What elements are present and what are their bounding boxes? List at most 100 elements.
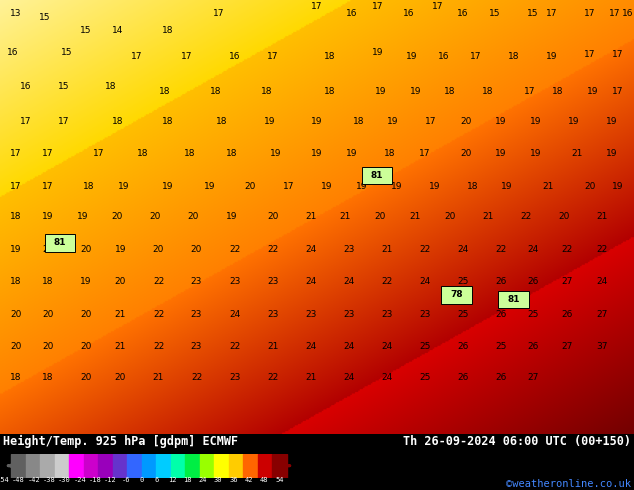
Text: 54: 54 — [275, 477, 283, 484]
Text: Height/Temp. 925 hPa [gdpm] ECMWF: Height/Temp. 925 hPa [gdpm] ECMWF — [3, 435, 238, 448]
Text: 23: 23 — [343, 245, 354, 254]
Text: 17: 17 — [42, 149, 53, 158]
Text: 21: 21 — [543, 182, 554, 191]
Bar — [11, 454, 26, 478]
Text: 25: 25 — [419, 343, 430, 351]
Text: 18: 18 — [183, 477, 191, 484]
Text: -42: -42 — [27, 477, 40, 484]
Text: 17: 17 — [612, 49, 624, 59]
Text: 25: 25 — [457, 310, 469, 319]
Text: 17: 17 — [10, 182, 22, 191]
Text: 19: 19 — [612, 182, 624, 191]
Text: 19: 19 — [204, 182, 215, 191]
Text: 25: 25 — [419, 373, 430, 382]
Text: 19: 19 — [270, 149, 281, 158]
Text: 24: 24 — [305, 343, 316, 351]
Text: 18: 18 — [324, 87, 335, 96]
Text: 23: 23 — [229, 277, 240, 286]
Text: 20: 20 — [375, 212, 386, 221]
Text: 20: 20 — [188, 212, 199, 221]
Text: 17: 17 — [609, 8, 621, 18]
Bar — [200, 454, 214, 478]
Text: 24: 24 — [229, 310, 240, 319]
Text: 26: 26 — [495, 373, 507, 382]
Text: 22: 22 — [562, 245, 573, 254]
Text: 19: 19 — [42, 212, 53, 221]
Bar — [127, 454, 142, 478]
Text: 24: 24 — [343, 373, 354, 382]
Bar — [156, 454, 171, 478]
Text: 22: 22 — [229, 245, 240, 254]
Text: -24: -24 — [74, 477, 86, 484]
Text: 16: 16 — [229, 52, 240, 61]
Text: 16: 16 — [622, 8, 633, 18]
Text: 24: 24 — [343, 343, 354, 351]
Text: 18: 18 — [42, 373, 53, 382]
Text: 16: 16 — [403, 8, 415, 18]
Text: 19: 19 — [264, 117, 275, 126]
Text: 26: 26 — [562, 310, 573, 319]
Text: 20: 20 — [42, 245, 53, 254]
Bar — [257, 454, 272, 478]
Text: 20: 20 — [460, 149, 472, 158]
Bar — [272, 454, 287, 478]
FancyBboxPatch shape — [45, 234, 75, 251]
Text: 20: 20 — [80, 373, 91, 382]
Text: 25: 25 — [457, 277, 469, 286]
Text: 19: 19 — [77, 212, 88, 221]
Text: 18: 18 — [162, 117, 174, 126]
Bar — [113, 454, 127, 478]
Text: 25: 25 — [495, 343, 507, 351]
Text: 20: 20 — [267, 212, 278, 221]
Text: 19: 19 — [10, 245, 22, 254]
Text: 17: 17 — [311, 2, 323, 11]
Text: 15: 15 — [39, 13, 50, 22]
Text: 16: 16 — [346, 8, 358, 18]
Text: -12: -12 — [104, 477, 117, 484]
Bar — [69, 454, 84, 478]
Bar — [243, 454, 257, 478]
Text: 23: 23 — [229, 373, 240, 382]
Text: 27: 27 — [597, 310, 608, 319]
Bar — [55, 454, 69, 478]
Text: 19: 19 — [391, 182, 402, 191]
Text: 21: 21 — [482, 212, 494, 221]
Text: 17: 17 — [470, 52, 481, 61]
Text: 36: 36 — [229, 477, 238, 484]
Text: 24: 24 — [381, 373, 392, 382]
Bar — [229, 454, 243, 478]
Text: 37: 37 — [597, 343, 608, 351]
Text: 20: 20 — [584, 182, 595, 191]
Text: -48: -48 — [12, 477, 25, 484]
Text: 18: 18 — [10, 277, 22, 286]
Text: 17: 17 — [612, 87, 624, 96]
Text: 17: 17 — [181, 52, 193, 61]
Text: 16: 16 — [20, 82, 31, 91]
Text: 23: 23 — [191, 343, 202, 351]
Text: 19: 19 — [501, 182, 513, 191]
Text: 17: 17 — [42, 182, 53, 191]
Bar — [41, 454, 55, 478]
Text: 18: 18 — [444, 87, 456, 96]
Text: 20: 20 — [115, 373, 126, 382]
Text: 20: 20 — [444, 212, 456, 221]
Text: 17: 17 — [584, 8, 595, 18]
Text: 21: 21 — [115, 343, 126, 351]
Text: 18: 18 — [112, 117, 123, 126]
FancyBboxPatch shape — [441, 286, 472, 304]
FancyBboxPatch shape — [498, 291, 529, 308]
Text: 18: 18 — [353, 117, 364, 126]
Text: 19: 19 — [375, 87, 386, 96]
Text: 19: 19 — [406, 52, 418, 61]
Text: 24: 24 — [419, 277, 430, 286]
Text: 20: 20 — [42, 343, 53, 351]
Text: Th 26-09-2024 06:00 UTC (00+150): Th 26-09-2024 06:00 UTC (00+150) — [403, 435, 631, 448]
Text: 15: 15 — [527, 8, 538, 18]
Text: 21: 21 — [340, 212, 351, 221]
Text: 19: 19 — [587, 87, 598, 96]
Text: 19: 19 — [606, 149, 618, 158]
Text: 23: 23 — [267, 310, 278, 319]
Text: 17: 17 — [93, 149, 104, 158]
Text: 23: 23 — [191, 310, 202, 319]
Text: 20: 20 — [80, 310, 91, 319]
